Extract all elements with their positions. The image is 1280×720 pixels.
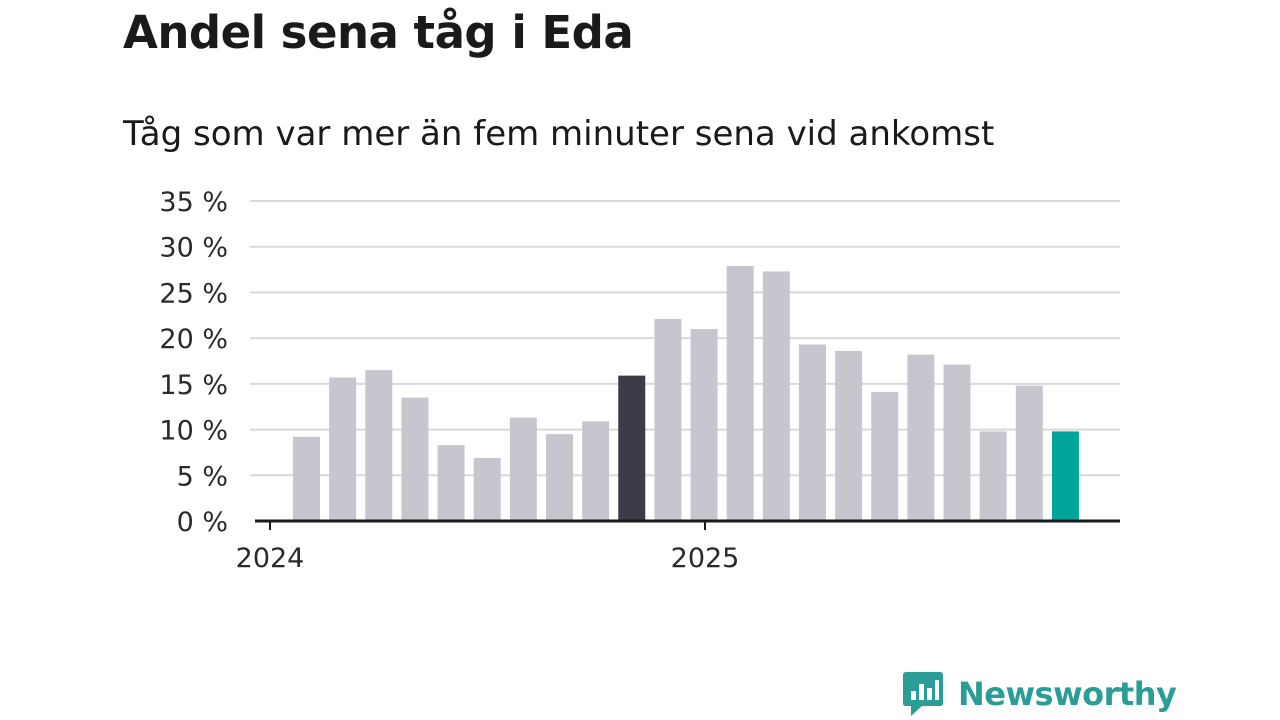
bar	[509, 417, 537, 521]
bar	[1051, 431, 1079, 521]
bar	[871, 392, 899, 521]
x-axis: 2024 2025	[236, 519, 1120, 574]
bar	[690, 329, 718, 521]
y-tick-label: 5 %	[177, 461, 228, 492]
bar	[979, 431, 1007, 521]
bar	[798, 344, 826, 521]
brand-name: Newsworthy	[958, 675, 1177, 713]
bar	[835, 350, 863, 521]
bar	[365, 370, 393, 521]
bar	[293, 436, 320, 521]
y-tick-label: 35 %	[159, 187, 228, 218]
bar	[907, 354, 935, 521]
bar	[762, 271, 790, 521]
y-tick-label: 10 %	[159, 416, 228, 447]
y-axis-labels: 0 % 5 % 10 % 15 % 20 % 25 % 30 % 35 %	[159, 187, 228, 538]
bar	[726, 265, 754, 521]
y-tick-label: 30 %	[159, 233, 228, 264]
bar	[473, 457, 501, 521]
chart-title: Andel sena tåg i Eda	[123, 6, 634, 59]
bar	[437, 445, 465, 521]
bar	[401, 397, 429, 521]
x-tick-label: 2025	[671, 543, 740, 574]
bar	[943, 364, 971, 521]
bar	[329, 377, 357, 521]
grid-lines	[250, 200, 1120, 477]
chart-subtitle: Tåg som var mer än fem minuter sena vid …	[123, 114, 995, 154]
bar-chart: 0 % 5 % 10 % 15 % 20 % 25 % 30 % 35 % 2024 2025	[159, 187, 1120, 574]
brand-logo: Newsworthy	[902, 670, 1177, 718]
y-tick-label: 25 %	[159, 278, 228, 309]
bar	[618, 375, 646, 521]
bar	[1015, 385, 1043, 521]
bar	[654, 318, 682, 521]
bars	[293, 265, 1079, 521]
y-tick-label: 0 %	[177, 507, 228, 538]
bar	[545, 434, 573, 521]
x-tick-label: 2024	[236, 543, 305, 574]
newsworthy-logo-icon	[903, 672, 943, 716]
bar	[582, 421, 610, 521]
y-tick-label: 15 %	[159, 370, 228, 401]
y-tick-label: 20 %	[159, 324, 228, 355]
